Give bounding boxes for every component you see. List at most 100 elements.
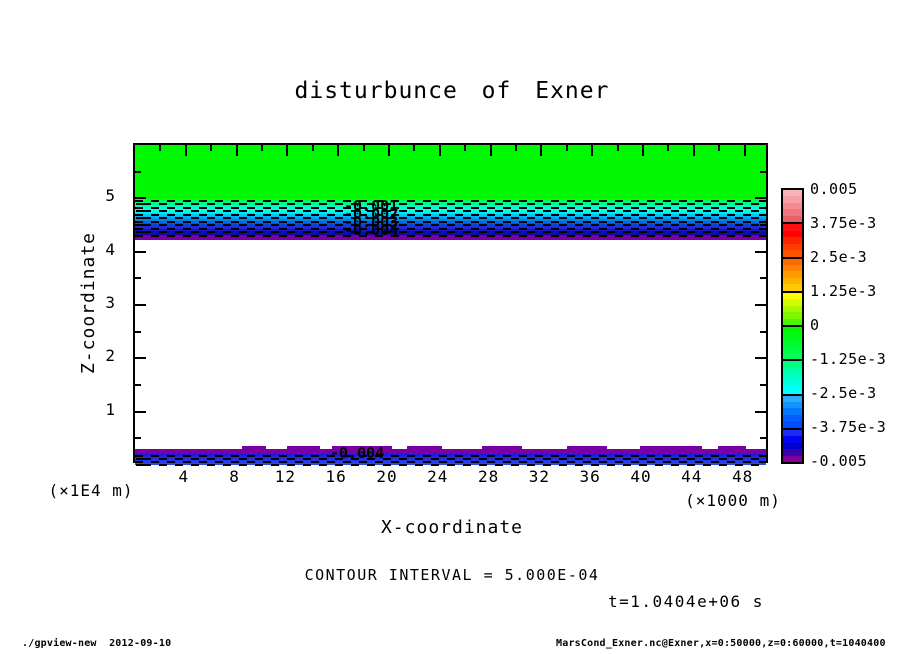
- x-axis-tick-top: [337, 145, 339, 156]
- x-axis-tick-top: [667, 145, 669, 151]
- colorbar-strip: [783, 264, 802, 272]
- x-axis-tick-top: [210, 145, 212, 151]
- purple-bump: [640, 446, 702, 450]
- y-axis-tick-right: [760, 437, 766, 439]
- colorbar-strip: [783, 401, 802, 409]
- colorbar-segment: [783, 393, 802, 428]
- colorbar-tick-label: -1.25e-3: [810, 350, 887, 368]
- x-tick-label: 4: [178, 467, 190, 486]
- colorbar-strip: [783, 243, 802, 251]
- colorbar-strip: [783, 224, 802, 231]
- dashed-contour-line: [135, 224, 766, 226]
- purple-bump: [287, 446, 320, 450]
- colorbar-strip: [783, 305, 802, 313]
- x-axis-tick-top: [591, 145, 593, 156]
- x-axis-label: X-coordinate: [380, 517, 524, 538]
- colorbar-tick-label: 0.005: [810, 180, 858, 198]
- y-tick-label: 2: [105, 346, 116, 366]
- plot-title: disturbunce of Exner: [294, 78, 610, 104]
- x-axis-tick-top: [312, 145, 314, 151]
- y-axis-tick-right: [760, 171, 766, 173]
- y-axis-tick-right: [760, 331, 766, 333]
- x-tick-label: 48: [731, 467, 754, 486]
- y-axis-tick-left: [135, 224, 141, 226]
- colorbar: [781, 188, 804, 464]
- y-axis-tick-right: [760, 224, 766, 226]
- colorbar-strip: [783, 215, 802, 223]
- purple-bump: [482, 446, 522, 450]
- x-axis-tick-top: [642, 145, 644, 156]
- x-axis-tick-top: [693, 145, 695, 156]
- contour-interval-text: CONTOUR INTERVAL = 5.000E-04: [304, 566, 600, 584]
- colorbar-strip: [783, 449, 802, 456]
- purple-bump: [332, 446, 392, 450]
- colorbar-strip: [783, 339, 802, 347]
- colorbar-strip: [783, 190, 802, 197]
- colorbar-strip: [783, 414, 802, 422]
- x-axis-tick-top: [388, 145, 390, 156]
- dashed-contour-line: [135, 458, 766, 460]
- contour-value-label: -0.003: [344, 213, 399, 231]
- y-axis-tick-left: [135, 331, 141, 333]
- x-tick-label: 8: [229, 467, 240, 486]
- y-tick-label: 1: [105, 399, 116, 419]
- colorbar-strip: [783, 237, 802, 244]
- dashed-contour-line: [135, 235, 766, 237]
- dashed-contour-line: [135, 214, 766, 216]
- y-axis-tick-right: [755, 251, 766, 253]
- dashed-contour-line: [135, 217, 766, 219]
- colorbar-strip: [783, 455, 802, 463]
- y-axis-tick-right: [755, 304, 766, 306]
- colorbar-strip: [783, 271, 802, 278]
- x-axis-tick-top: [744, 145, 746, 156]
- colorbar-tick-label: -2.5e-3: [810, 384, 877, 402]
- colorbar-tick-label: 2.5e-3: [810, 248, 868, 266]
- contour-value-label: -0.002: [344, 205, 399, 223]
- colorbar-strip: [783, 318, 802, 326]
- dashed-contour-line: [135, 207, 766, 209]
- colorbar-strip: [783, 380, 802, 388]
- colorbar-strip: [783, 442, 802, 450]
- y-axis-tick-right: [755, 411, 766, 413]
- x-axis-tick-top: [617, 145, 619, 151]
- x-axis-tick-top: [464, 145, 466, 151]
- contour-value-label: -0.004: [344, 221, 399, 239]
- x-axis-tick-top: [439, 145, 441, 156]
- colorbar-strip: [783, 421, 802, 428]
- dashed-contour-line: [135, 200, 766, 202]
- y-axis-tick-left: [135, 197, 146, 199]
- colorbar-tick-label: -0.005: [810, 452, 868, 470]
- x-tick-label: 28: [477, 467, 500, 486]
- colorbar-segment: [783, 290, 802, 326]
- x-axis-tick-top: [236, 145, 238, 156]
- time-text: t=1.0404e+06 s: [608, 592, 764, 611]
- y-axis-tick-right: [755, 197, 766, 199]
- colorbar-tick-label: 1.25e-3: [810, 282, 877, 300]
- y-axis-tick-right: [760, 384, 766, 386]
- x-tick-label: 24: [427, 467, 449, 486]
- colorbar-strip: [783, 312, 802, 319]
- colorbar-strip: [783, 327, 802, 334]
- x-axis-tick-top: [515, 145, 517, 151]
- colorbar-strip: [783, 250, 802, 257]
- colorbar-strip: [783, 352, 802, 360]
- footer-datasource-text: MarsCond_Exner.nc@Exner,x=0:50000,z=0:60…: [556, 638, 886, 649]
- y-axis-tick-left: [135, 304, 146, 306]
- colorbar-strip: [783, 230, 802, 238]
- plot-area: [133, 143, 768, 466]
- colorbar-segment: [783, 359, 802, 394]
- y-tick-label: 4: [105, 239, 116, 259]
- y-axis-tick-left: [135, 357, 146, 359]
- x-tick-label: 16: [325, 467, 347, 486]
- dashed-contour-line: [135, 221, 766, 223]
- colorbar-strip: [783, 333, 802, 340]
- contour-value-label: -0.004: [330, 444, 385, 462]
- y-axis-tick-right: [760, 277, 766, 279]
- x-tick-label: 40: [630, 467, 652, 486]
- x-axis-tick-top: [718, 145, 720, 151]
- x-axis-tick-top: [566, 145, 568, 151]
- dashed-contour-line: [135, 461, 766, 463]
- colorbar-tick-label: 0: [810, 316, 820, 334]
- y-tick-label: 5: [105, 186, 116, 206]
